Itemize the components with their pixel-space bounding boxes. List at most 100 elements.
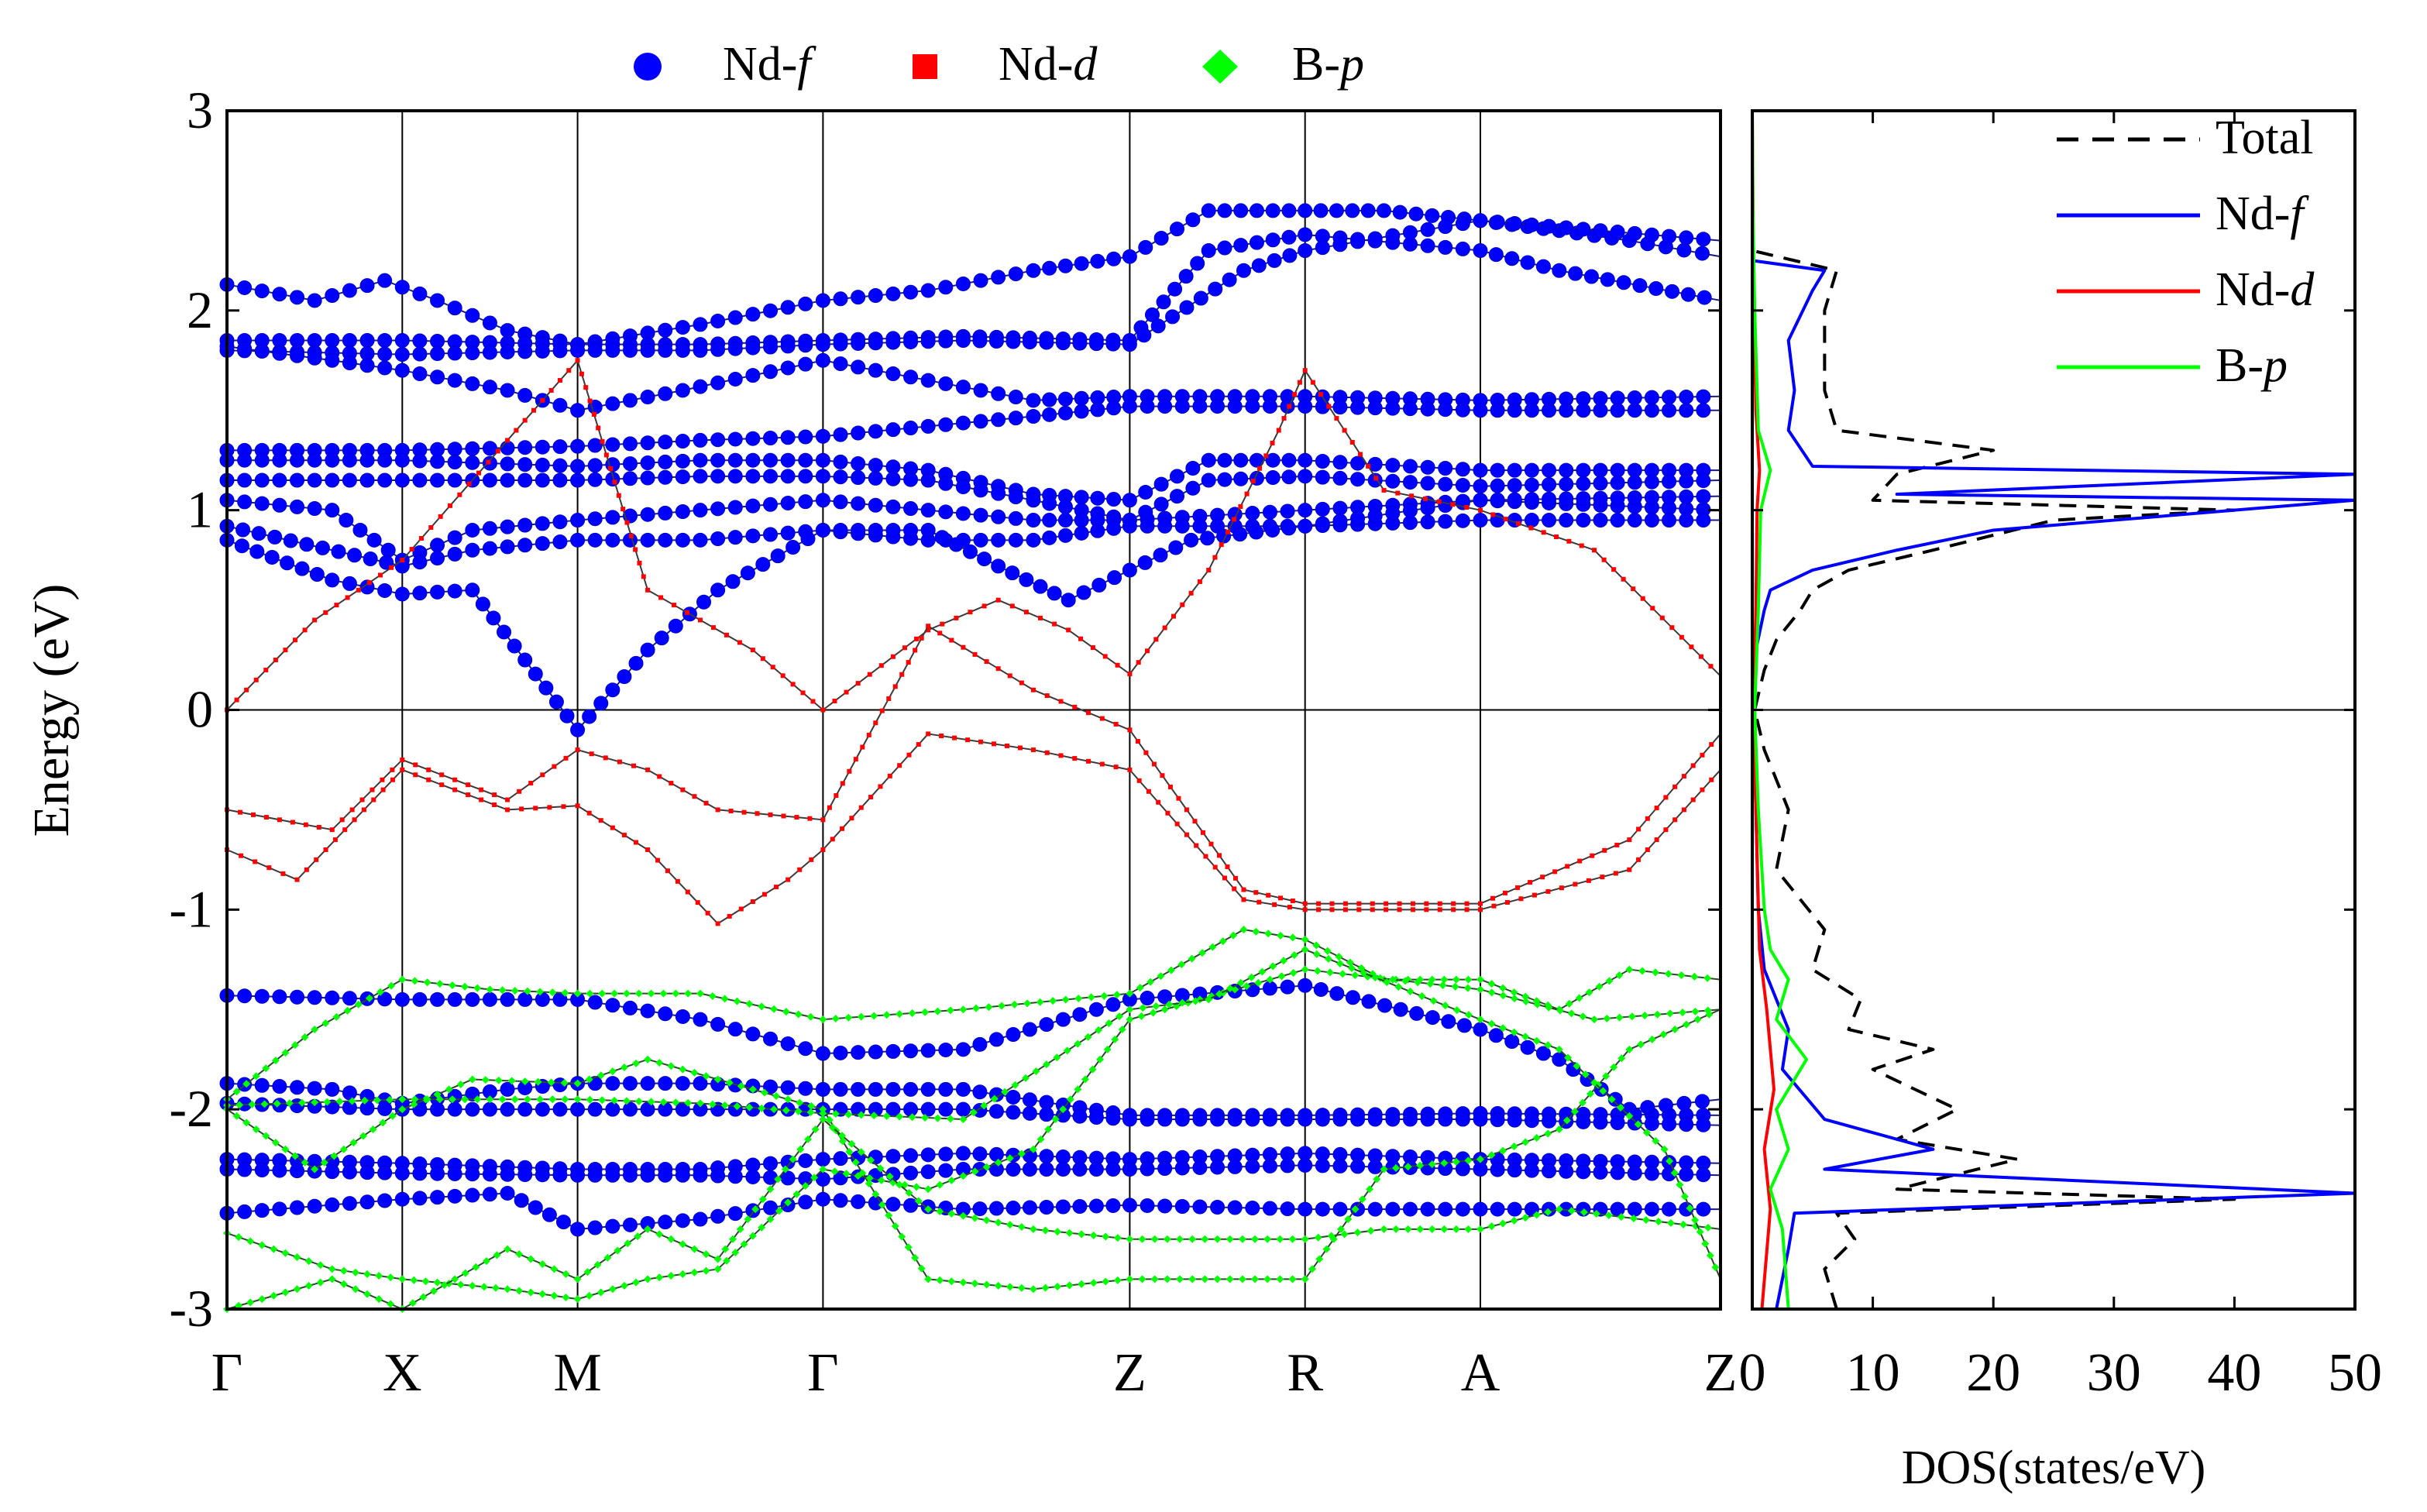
band-point (1701, 1239, 1710, 1248)
band-point (254, 988, 270, 1004)
band-point (658, 454, 673, 469)
band-point (1023, 999, 1032, 1008)
band-point (1146, 789, 1151, 794)
band-point (280, 871, 286, 876)
band-point (361, 807, 366, 813)
dos-xticks: 0 10 20 30 40 50 (1739, 109, 2382, 1403)
band-point (325, 990, 340, 1005)
band-point (1001, 1088, 1009, 1096)
band-point (741, 809, 747, 815)
band-point (1184, 832, 1189, 837)
dos-curve-nd-f (1751, 259, 2357, 1310)
band-point (430, 551, 445, 566)
band-point (1627, 1165, 1642, 1180)
band-point (668, 618, 683, 634)
band-point (495, 448, 500, 454)
band-point (780, 430, 796, 445)
band-point (1066, 1095, 1074, 1104)
band-point (1157, 972, 1165, 981)
band-point (447, 1166, 462, 1181)
band-point (1644, 490, 1659, 505)
band-point (1488, 247, 1504, 263)
band-point (1573, 1062, 1581, 1070)
band-point (1139, 1004, 1147, 1012)
band-point (307, 452, 322, 468)
band-point (1348, 964, 1356, 972)
band-point (1559, 220, 1574, 235)
band-point (491, 1283, 500, 1292)
band-point (720, 995, 729, 1003)
band-point (851, 1045, 866, 1060)
band-point (1102, 1277, 1110, 1286)
band-point (745, 340, 761, 356)
band-point (1032, 1067, 1040, 1076)
band-point (1662, 513, 1677, 528)
band-point (1298, 242, 1313, 258)
band-point (1162, 625, 1167, 631)
band-point (1409, 493, 1415, 499)
band-point (1174, 518, 1190, 534)
band-f14 (219, 1157, 1721, 1187)
band-point (1464, 901, 1470, 906)
band-point (622, 393, 638, 408)
band-point (1265, 203, 1281, 218)
band-point (903, 472, 919, 487)
band-point (1573, 881, 1578, 887)
band-point (885, 366, 901, 381)
band-point (1555, 1045, 1563, 1053)
band-point (721, 1245, 730, 1253)
band-point (896, 1010, 904, 1019)
band-point (510, 986, 519, 995)
band-point (1036, 998, 1044, 1006)
band-point (955, 1101, 971, 1117)
band-point (582, 709, 597, 724)
band-point (1137, 555, 1153, 570)
band-point (605, 396, 621, 411)
band-point (955, 276, 971, 291)
band-point (1026, 513, 1041, 528)
band-point (1122, 518, 1137, 534)
band-point (394, 347, 410, 363)
band-point (608, 1067, 617, 1076)
band-point (938, 1042, 954, 1057)
band-point (1252, 927, 1260, 936)
band-point (868, 1081, 883, 1097)
band-point (959, 1115, 968, 1124)
band-point (1100, 991, 1109, 1000)
band-point (878, 663, 884, 668)
band-point (1126, 1235, 1134, 1243)
band-point (1233, 471, 1249, 486)
band-point (693, 469, 708, 484)
band-point (920, 1081, 936, 1097)
band-point (1140, 399, 1155, 414)
band-point (540, 397, 545, 403)
band-point (1042, 392, 1057, 407)
band-point (1708, 664, 1714, 669)
band-point (1464, 504, 1470, 510)
band-point (1315, 469, 1330, 485)
band-point (938, 504, 954, 520)
band-point (517, 457, 533, 472)
band-point (1590, 853, 1595, 858)
band-point (1490, 895, 1496, 901)
band-point (866, 732, 871, 737)
band-point (902, 645, 907, 651)
band-point (1313, 203, 1329, 218)
band-point (819, 1115, 827, 1124)
band-point (727, 371, 743, 387)
band-point (949, 637, 954, 643)
band-point (1679, 403, 1694, 418)
band-point (234, 538, 249, 554)
band-point (833, 291, 848, 307)
band-point (1568, 266, 1583, 281)
band-point (1438, 476, 1453, 492)
band-point (1605, 977, 1614, 985)
band-point (1008, 411, 1023, 426)
band-point (239, 853, 244, 858)
band-point (736, 1225, 744, 1233)
band-point (622, 471, 638, 486)
band-point (1033, 579, 1048, 594)
band-point (1232, 517, 1237, 522)
band-point (1276, 1275, 1284, 1283)
band-point (1122, 249, 1137, 264)
